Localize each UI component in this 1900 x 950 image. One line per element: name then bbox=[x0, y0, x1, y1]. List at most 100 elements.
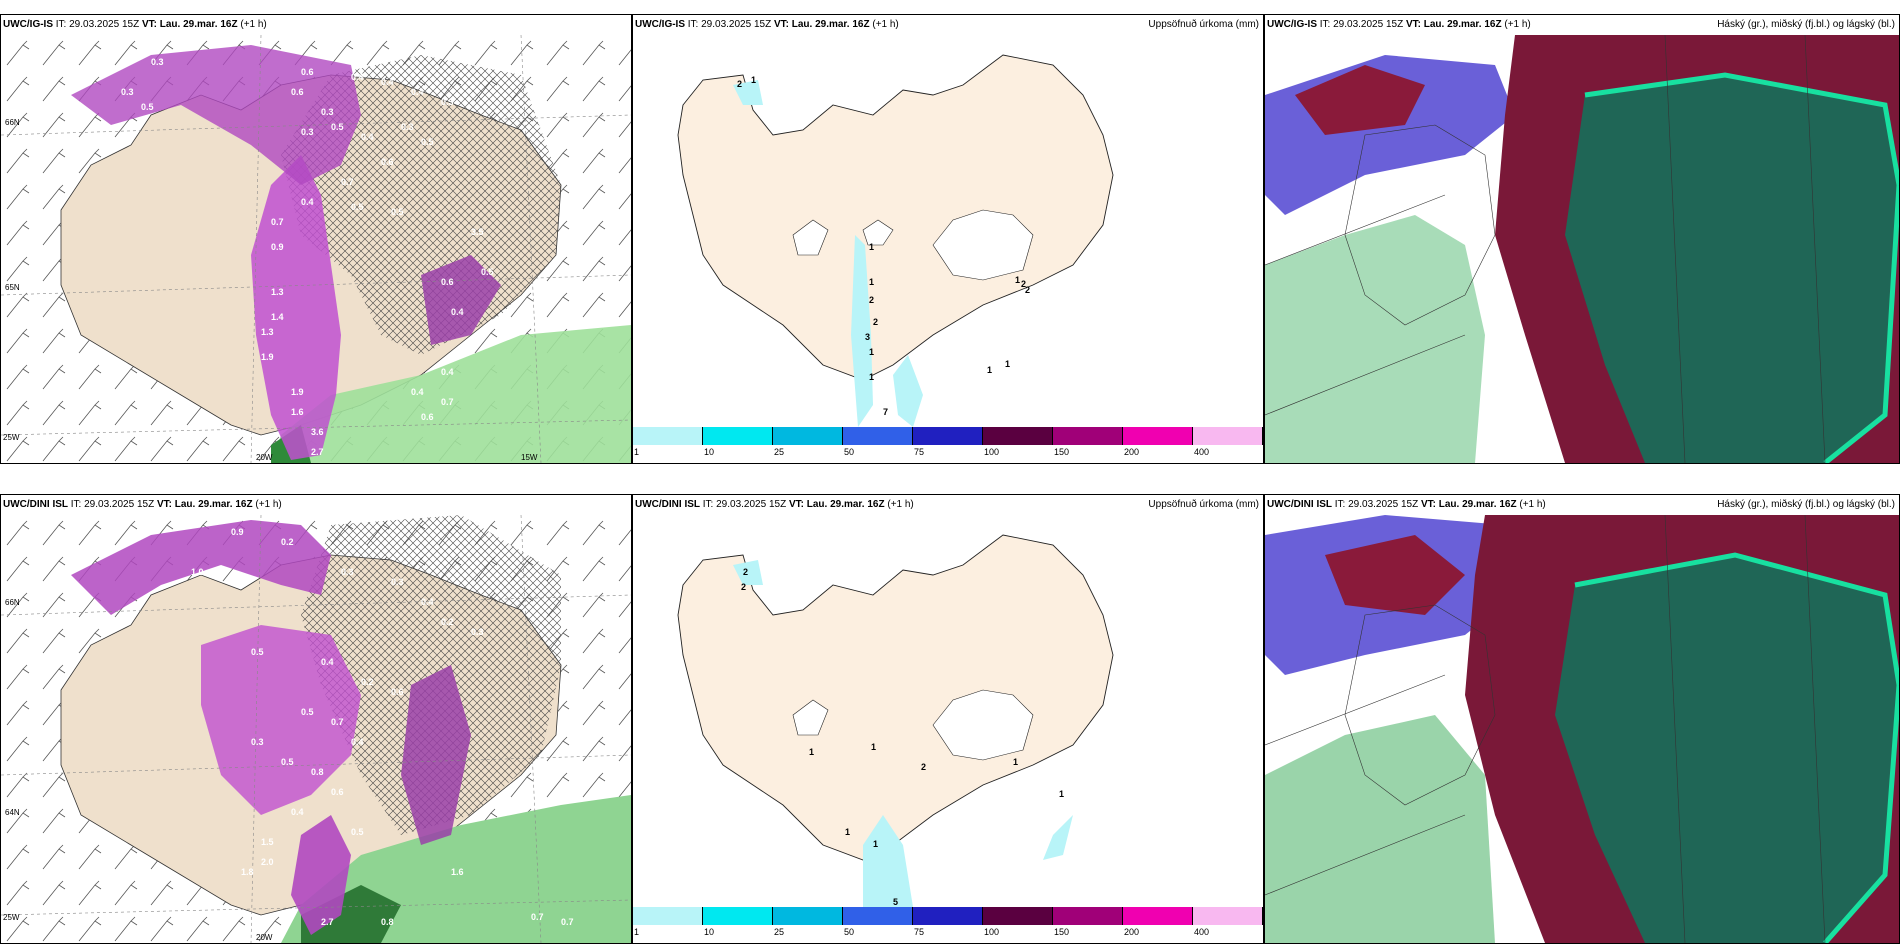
precip-value: 1.6 bbox=[291, 407, 304, 417]
glacier-langjokull bbox=[792, 219, 829, 256]
precip-value: 0.5 bbox=[281, 757, 294, 767]
precip-value-labels: 0.3 0.3 0.5 0.2 0.6 0.6 0.4 0.4 0.4 0.3 0.3 0.3 0.5 0… bbox=[51, 57, 494, 457]
model-name: UWC/IG-IS bbox=[1267, 19, 1317, 30]
precip-value: 1 bbox=[751, 75, 756, 85]
it-label: IT: bbox=[702, 499, 714, 510]
colorbar-cell bbox=[1053, 427, 1123, 445]
accum-precip-map: 2 2 1 1 1 1 2 1 1 5 bbox=[677, 534, 1114, 907]
combined-teal bbox=[1555, 555, 1899, 943]
colorbar-cell bbox=[843, 427, 913, 445]
precip-value: 0.4 bbox=[351, 737, 364, 747]
wind-precip-map: 20W 15W 25W 66N 65N 0.30.30.50.20.60.60.… bbox=[1, 35, 631, 463]
precip-value: 1.3 bbox=[271, 287, 284, 297]
precip-value: 3.6 bbox=[311, 427, 324, 437]
cloud-cover-map bbox=[1265, 515, 1899, 943]
precip-value: 0.6 bbox=[381, 157, 394, 167]
precip-value-labels: 0.9 0.2 1.0 0.3 0.3 0.4 0.2 0.3 0.5 0.4 0.2 0.6 0.5 0… bbox=[191, 527, 574, 927]
precip-value: 0.3 bbox=[441, 97, 454, 107]
precip-value: 0.2 bbox=[51, 137, 64, 147]
it-value: 29.03.2025 15Z bbox=[69, 19, 140, 30]
colorbar-tick-label: 10 bbox=[704, 927, 715, 937]
combined-teal bbox=[1565, 75, 1899, 463]
precip-value: 0.4 bbox=[421, 597, 434, 607]
precip-value: 0.3 bbox=[391, 577, 404, 587]
precip-value: 2 bbox=[869, 295, 874, 305]
precip-value: 0.9 bbox=[271, 242, 284, 252]
it-label: IT: bbox=[55, 19, 67, 30]
precip-value: 1.9 bbox=[261, 352, 274, 362]
colorbar-cell bbox=[1193, 907, 1263, 925]
it-value: 29.03.2025 15Z bbox=[1333, 19, 1404, 30]
precip-value: 0.6 bbox=[331, 787, 344, 797]
colorbar-cell bbox=[913, 907, 983, 925]
low-cloud-maroon bbox=[1325, 535, 1465, 615]
precip-value: 5 bbox=[893, 897, 898, 907]
precip-value: 1.0 bbox=[191, 567, 204, 577]
precip-value: 1 bbox=[987, 365, 992, 375]
lead-time: (+1 h) bbox=[1519, 499, 1546, 510]
teal-outline bbox=[1574, 552, 1899, 943]
colorbar-cells: 1 10 25 50 75 100 150 200 400 bbox=[633, 907, 1263, 941]
precip-value: 0.4 bbox=[301, 197, 314, 207]
lon-label: 20W bbox=[256, 453, 273, 462]
panel-header: UWC/DINI ISL IT: 29.03.2025 15Z VT: Lau.… bbox=[1265, 495, 1899, 515]
precip-value: 0.4 bbox=[411, 387, 424, 397]
vt-label: VT: Lau. 29.mar. 16Z bbox=[788, 499, 885, 510]
model-name: UWC/IG-IS bbox=[635, 19, 685, 30]
panel-bot-mid-accum-precip: UWC/DINI ISL IT: 29.03.2025 15Z VT: Lau.… bbox=[632, 494, 1264, 944]
precip-value: 0.7 bbox=[531, 912, 544, 922]
precip-value: 2.7 bbox=[321, 917, 334, 927]
vt-label: VT: Lau. 29.mar. 16Z bbox=[1405, 19, 1502, 30]
lat-label: 66N bbox=[5, 598, 20, 607]
precip-value: 0.4 bbox=[351, 72, 364, 82]
precip-band bbox=[863, 815, 913, 907]
precip-value: 2 bbox=[1021, 279, 1026, 289]
vt-label: VT: Lau. 29.mar. 16Z bbox=[1420, 499, 1517, 510]
colorbar-tick-label: 400 bbox=[1194, 927, 1210, 937]
grid-line bbox=[1265, 515, 1826, 943]
precip-value: 2.7 bbox=[311, 447, 324, 457]
precip-value: 0.4 bbox=[381, 77, 394, 87]
model-name: UWC/DINI ISL bbox=[1267, 499, 1332, 510]
panel-header: UWC/DINI ISL IT: 29.03.2025 15Z VT: Lau.… bbox=[1, 495, 631, 515]
colorbar-tick-label: 200 bbox=[1124, 447, 1140, 457]
high-cloud-green bbox=[1265, 215, 1485, 463]
precip-value: 1 bbox=[845, 827, 850, 837]
precip-value: 0.5 bbox=[251, 647, 264, 657]
precip-value: 0.8 bbox=[381, 917, 394, 927]
precip-value: 1 bbox=[1005, 359, 1010, 369]
precip-value: 0.4 bbox=[441, 367, 454, 377]
lat-label: 65N bbox=[5, 283, 20, 292]
it-label: IT: bbox=[1319, 19, 1331, 30]
precip-value: 0.3 bbox=[341, 567, 354, 577]
purple-band-east bbox=[421, 255, 501, 345]
colorbar-tick-label: 150 bbox=[1054, 927, 1070, 937]
colorbar-cell bbox=[843, 907, 913, 925]
colorbar-tick-label: 75 bbox=[914, 927, 925, 937]
panel-header: UWC/IG-IS IT: 29.03.2025 15Z VT: Lau. 29… bbox=[1265, 15, 1899, 35]
precip-band bbox=[893, 355, 923, 427]
precip-value: 0.3 bbox=[301, 127, 314, 137]
precip-northwest bbox=[733, 80, 763, 105]
glacier-vatnajokull bbox=[932, 209, 1034, 281]
purple-band-south bbox=[291, 815, 351, 935]
purple-band-north bbox=[71, 520, 331, 615]
precip-value: 0.3 bbox=[121, 87, 134, 97]
teal-outline bbox=[1584, 72, 1899, 463]
precip-value: 0.7 bbox=[331, 717, 344, 727]
coastline bbox=[1344, 124, 1496, 326]
colorbar-tick-label: 10 bbox=[704, 447, 715, 457]
model-name: UWC/IG-IS bbox=[3, 19, 53, 30]
colorbar-cell bbox=[773, 907, 843, 925]
precip-value: 0.2 bbox=[361, 677, 374, 687]
precip-value: 0.5 bbox=[351, 827, 364, 837]
vt-label: VT: Lau. 29.mar. 16Z bbox=[156, 499, 253, 510]
precip-value: 2 bbox=[743, 567, 748, 577]
precip-value: 0.4 bbox=[291, 807, 304, 817]
low-cloud-maroon bbox=[1295, 65, 1425, 135]
colorbar-tick-label: 200 bbox=[1124, 927, 1140, 937]
precip-value: 0.4 bbox=[411, 87, 424, 97]
lead-time: (+1 h) bbox=[255, 499, 282, 510]
colorbar-cell bbox=[703, 427, 773, 445]
precip-value: 0.4 bbox=[361, 132, 374, 142]
